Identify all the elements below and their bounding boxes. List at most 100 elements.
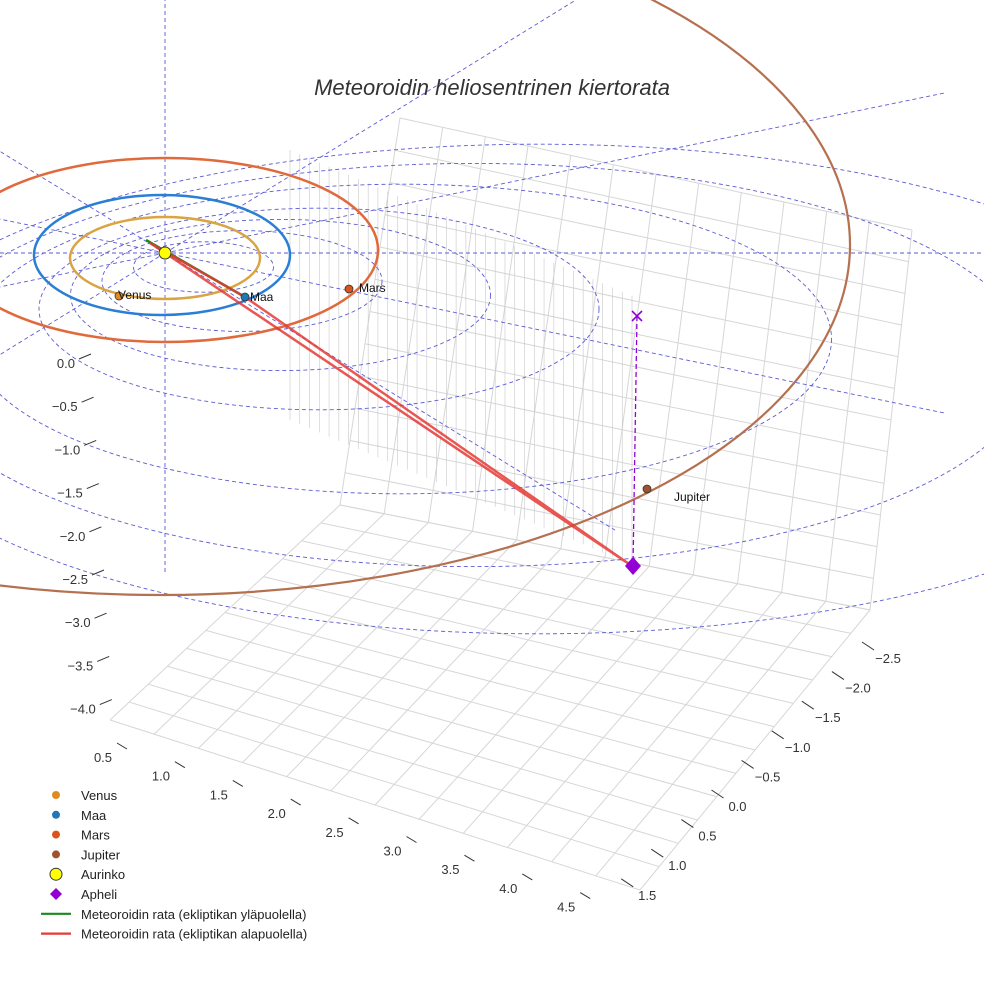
- y-tick-mark: [741, 759, 754, 769]
- z-tick-label: −2.0: [60, 529, 86, 544]
- y-tick-mark: [801, 700, 815, 710]
- marker-venus: [114, 291, 124, 301]
- y-tick-label: −1.0: [785, 740, 811, 755]
- label-mars: Mars: [359, 281, 386, 295]
- z-tick-label: −3.5: [68, 658, 94, 673]
- polar-spoke: [164, 252, 616, 531]
- x-tick-label: 3.0: [383, 844, 401, 859]
- pane-gridline: [825, 220, 870, 602]
- pane-gridline: [595, 600, 827, 877]
- ecliptic-polar-grid: [0, 0, 984, 635]
- y-tick-mark: [831, 671, 845, 681]
- x-tick-label: 3.5: [441, 862, 459, 877]
- z-tick-label: −0.5: [52, 399, 78, 414]
- body-markers: Venus Maa Mars Jupiter: [114, 246, 710, 575]
- pane-gridline: [507, 583, 738, 848]
- legend-swatch: [50, 888, 62, 900]
- z-tick-label: −1.0: [55, 442, 81, 457]
- legend-swatch: [52, 830, 60, 839]
- x-tick-mark: [290, 798, 301, 806]
- y-tick-mark: [620, 878, 634, 888]
- z-tick-mark: [86, 483, 99, 490]
- pane-gridline: [186, 647, 717, 798]
- polar-circle: [38, 207, 600, 411]
- label-venus: Venus: [118, 288, 151, 302]
- y-tick-mark: [651, 848, 664, 858]
- pane-gridline: [349, 440, 878, 548]
- legend-label: Mars: [81, 828, 110, 843]
- z-tick-mark: [91, 569, 105, 576]
- x-tick-label: 2.5: [326, 825, 344, 840]
- marker-jupiter: [642, 484, 652, 494]
- polar-circle: [101, 230, 383, 332]
- z-tick-mark: [97, 655, 110, 662]
- y-tick-label: 1.5: [638, 888, 656, 903]
- pane-gridline: [167, 665, 698, 821]
- z-tick-mark: [99, 699, 112, 706]
- x-tick-mark: [464, 854, 475, 862]
- z-tick-label: −4.0: [70, 702, 96, 717]
- orbit-jupiter: [0, 0, 851, 596]
- legend-label: Maa: [81, 808, 107, 823]
- polar-circle: [0, 163, 984, 567]
- marker-maa: [240, 292, 250, 302]
- legend-label: Apheli: [81, 887, 117, 902]
- legend-label: Meteoroidin rata (ekliptikan yläpuolella…: [81, 907, 306, 922]
- pane-gridline: [109, 719, 641, 891]
- z-tick-label: 0.0: [57, 356, 75, 371]
- polar-spoke: [0, 150, 166, 254]
- marker-aphelion-projection: [631, 310, 643, 322]
- polar-circle: [133, 241, 274, 293]
- marker-aphelion: [625, 557, 641, 575]
- label-jupiter: Jupiter: [674, 490, 710, 504]
- x-tick-label: 2.0: [268, 806, 286, 821]
- x-tick-label: 1.0: [152, 769, 170, 784]
- z-tick-mark: [84, 439, 97, 446]
- label-maa: Maa: [250, 290, 274, 304]
- y-tick-label: 0.5: [698, 829, 716, 844]
- z-tick-mark: [94, 612, 107, 619]
- orbit-maa: [32, 193, 292, 317]
- x-tick-mark: [579, 892, 591, 900]
- y-tick-label: 0.0: [728, 799, 746, 814]
- y-tick-mark: [681, 819, 694, 829]
- legend-label: Aurinko: [81, 867, 125, 882]
- pane-gridline: [462, 574, 694, 834]
- orbit-venus: [68, 215, 262, 301]
- z-tick-label: −1.5: [57, 486, 83, 501]
- x-tick-mark: [116, 742, 128, 750]
- axis-ticks: 0.0 −0.5 −1.0 −1.5 −2.0 −2.5 −3.0 −3.5 −4.0 0.5 1.…: [52, 353, 901, 915]
- pane-gridline: [129, 701, 660, 868]
- orbit-mars: [0, 156, 380, 344]
- marker-sun: [158, 246, 172, 260]
- x-tick-mark: [406, 836, 417, 843]
- y-tick-label: −2.5: [875, 651, 901, 666]
- z-tick-mark: [78, 353, 92, 360]
- legend-swatch: [52, 850, 60, 859]
- legend-label: Meteoroidin rata (ekliptikan alapuolella…: [81, 927, 307, 942]
- trajectory-below-ecliptic: [149, 241, 633, 568]
- pane-gridline: [339, 504, 871, 611]
- x-tick-mark: [348, 817, 359, 825]
- x-tick-mark: [174, 761, 186, 769]
- x-tick-label: 4.0: [499, 881, 517, 896]
- pane-grid: [109, 117, 913, 891]
- legend-label: Venus: [81, 788, 118, 803]
- polar-spoke: [164, 0, 577, 254]
- legend: Venus Maa Mars Jupiter Aurinko Apheli Meteoroi…: [41, 788, 307, 942]
- planet-orbits: [0, 0, 851, 596]
- y-tick-mark: [771, 730, 784, 740]
- aphelion-projection-line: [632, 315, 638, 567]
- pane-gridline: [639, 609, 871, 891]
- y-tick-mark: [861, 641, 875, 651]
- legend-label: Jupiter: [81, 847, 121, 862]
- z-tick-label: −2.5: [62, 572, 88, 587]
- pane-gridline: [551, 592, 783, 862]
- pane-gridline: [344, 472, 874, 579]
- polar-spoke: [0, 218, 166, 254]
- y-tick-label: −2.0: [845, 681, 871, 696]
- z-tick-mark: [89, 526, 102, 533]
- legend-swatch: [52, 810, 60, 819]
- x-tick-label: 1.5: [210, 787, 228, 802]
